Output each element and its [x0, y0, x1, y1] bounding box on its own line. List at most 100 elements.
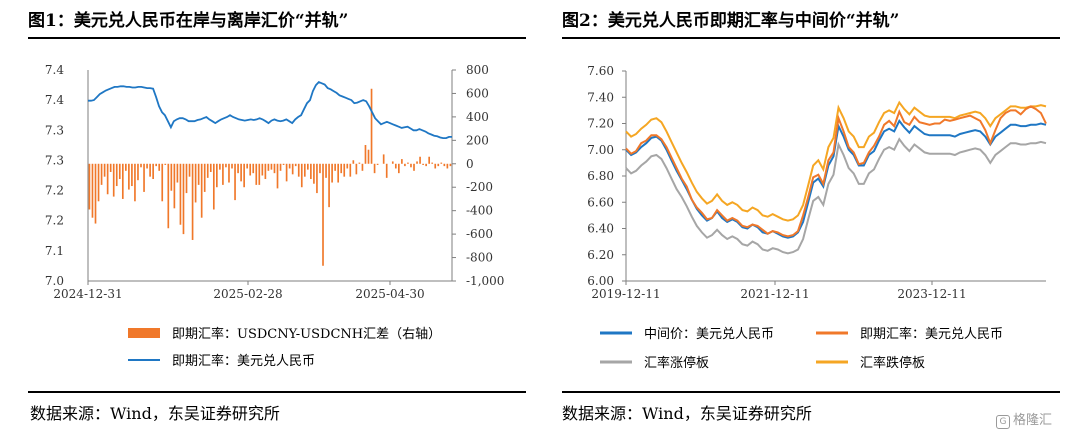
- legend-label-spread: 即期汇率：USDCNY-USDCNH汇差（右轴）: [172, 326, 441, 342]
- y-tick-label: 6.80: [587, 169, 614, 183]
- y-tick-label: 7.20: [587, 117, 614, 131]
- watermark-logo-icon: G: [996, 415, 1010, 429]
- bar: [410, 163, 412, 168]
- y-right-tick-label: -400: [466, 204, 493, 218]
- bar: [97, 163, 100, 202]
- bar: [434, 163, 437, 169]
- bar: [231, 163, 233, 169]
- bar: [112, 163, 115, 197]
- line-series-spot-rate: [88, 81, 452, 140]
- chart-2-svg: 7.60 7.40 7.20 7.00 6.80 6.60 6.40 6.20 6.002019…: [587, 64, 1047, 371]
- bar: [206, 163, 209, 178]
- bar: [425, 163, 427, 167]
- bar: [219, 163, 221, 170]
- bar: [443, 163, 446, 167]
- bar: [131, 163, 133, 187]
- bar: [140, 163, 142, 168]
- bar: [191, 163, 194, 240]
- bar: [398, 163, 400, 174]
- bar: [121, 163, 124, 199]
- x-tick-label: 2025-02-28: [213, 287, 282, 301]
- y-right-tick-label: 0: [466, 157, 474, 171]
- bar: [182, 163, 185, 235]
- bar: [155, 163, 158, 167]
- bar: [94, 163, 97, 224]
- y-left-tick-label: 7.1: [45, 244, 64, 258]
- bar: [440, 162, 443, 164]
- y-tick-label: 6.40: [587, 222, 614, 236]
- bar: [188, 163, 191, 177]
- bar: [167, 163, 170, 229]
- bar: [237, 163, 239, 174]
- bar: [118, 163, 121, 180]
- y-left-tick-label: 7.0: [45, 274, 64, 288]
- bar: [331, 163, 333, 183]
- bar: [279, 163, 282, 171]
- bar: [103, 163, 106, 177]
- bar: [407, 162, 409, 164]
- bar: [437, 163, 440, 167]
- bar: [355, 163, 358, 175]
- bar: [146, 163, 148, 169]
- watermark: G 格隆汇: [996, 409, 1052, 429]
- bar: [391, 161, 394, 164]
- x-tick-label: 2025-04-30: [355, 287, 424, 301]
- bar: [249, 163, 252, 176]
- bar: [346, 163, 349, 169]
- bar: [240, 163, 242, 182]
- y-right-tick-label: -800: [466, 251, 493, 265]
- bar: [200, 163, 203, 218]
- x-tick-label: 2023-12-11: [897, 287, 966, 301]
- figure-2-top-rule: [562, 37, 1060, 39]
- bar: [209, 163, 212, 172]
- bar: [288, 163, 291, 169]
- y-left-tick-label: 7.3: [45, 153, 64, 167]
- y-tick-label: 7.00: [587, 143, 614, 157]
- bar: [158, 163, 161, 171]
- bar: [313, 163, 315, 184]
- bar: [401, 159, 403, 164]
- y-right-tick-label: 400: [466, 110, 489, 124]
- y-left-tick-label: 7.4: [45, 63, 64, 77]
- y-tick-label: 7.40: [587, 90, 614, 104]
- bar: [373, 163, 376, 174]
- bar: [367, 149, 370, 164]
- bar: [276, 163, 279, 189]
- bar: [376, 163, 379, 165]
- bar: [234, 163, 236, 201]
- legend-label-gold: 汇率跌停板: [860, 355, 925, 371]
- bar: [340, 163, 343, 174]
- bar: [285, 163, 288, 182]
- bar: [173, 163, 176, 209]
- y-left-tick-label: 7.3: [45, 123, 64, 137]
- bar: [358, 162, 361, 164]
- bar: [216, 163, 218, 188]
- bar: [243, 163, 245, 188]
- bar: [319, 163, 321, 174]
- bar: [137, 163, 139, 181]
- bar: [203, 163, 206, 192]
- bar: [428, 156, 431, 164]
- bar: [294, 163, 297, 167]
- bar: [267, 163, 270, 171]
- bar: [385, 163, 388, 178]
- y-left-tick-label: 7.2: [45, 214, 64, 228]
- y-left-tick-label: 7.4: [45, 93, 64, 107]
- figure-1-bottom-rule: [28, 391, 526, 393]
- y-left-tick-label: 7.2: [45, 184, 64, 198]
- y-right-tick-label: 200: [466, 133, 489, 147]
- y-right-tick-label: 600: [466, 86, 489, 100]
- bar: [416, 161, 418, 164]
- y-tick-label: 7.60: [587, 64, 614, 78]
- x-tick-label: 2021-12-11: [740, 287, 809, 301]
- bar: [349, 163, 352, 177]
- bar: [325, 163, 327, 178]
- bar: [258, 163, 261, 185]
- bar: [291, 163, 294, 175]
- y-tick-label: 6.20: [587, 248, 614, 262]
- bar: [322, 163, 324, 266]
- bar: [109, 163, 112, 172]
- bar: [164, 163, 167, 165]
- bar: [282, 163, 285, 165]
- bar: [422, 163, 424, 165]
